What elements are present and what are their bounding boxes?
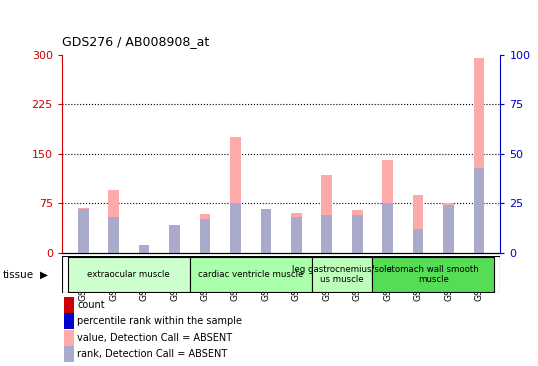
Text: stomach wall smooth
muscle: stomach wall smooth muscle (387, 265, 479, 284)
Bar (64, 346, 74, 362)
Text: count: count (77, 300, 105, 310)
Text: cardiac ventricle muscle: cardiac ventricle muscle (198, 270, 303, 279)
Bar (108, 190, 119, 253)
Bar (312, 257, 372, 292)
Bar (383, 203, 393, 253)
Bar (108, 217, 119, 253)
Bar (413, 195, 423, 253)
Bar (68, 257, 190, 292)
Bar (443, 205, 454, 253)
Bar (139, 249, 150, 253)
Bar (260, 210, 271, 253)
Bar (321, 175, 332, 253)
Bar (321, 215, 332, 253)
Text: rank, Detection Call = ABSENT: rank, Detection Call = ABSENT (77, 349, 228, 359)
Bar (443, 203, 454, 253)
Bar (78, 208, 89, 253)
Bar (473, 58, 484, 253)
Text: leg gastrocnemius/sole
us muscle: leg gastrocnemius/sole us muscle (292, 265, 392, 284)
Bar (64, 297, 74, 313)
Text: GDS276 / AB008908_at: GDS276 / AB008908_at (62, 34, 209, 48)
Bar (413, 229, 423, 253)
Bar (64, 313, 74, 329)
Bar (291, 213, 302, 253)
Bar (352, 215, 363, 253)
Text: value, Detection Call = ABSENT: value, Detection Call = ABSENT (77, 333, 232, 343)
Bar (230, 203, 241, 253)
Bar (260, 209, 271, 253)
Text: ▶: ▶ (40, 269, 48, 280)
Bar (169, 234, 180, 253)
Bar (64, 330, 74, 346)
Text: percentile rank within the sample: percentile rank within the sample (77, 316, 242, 326)
Bar (139, 244, 150, 253)
Bar (200, 214, 210, 253)
Bar (291, 217, 302, 253)
Bar (230, 137, 241, 253)
Bar (200, 219, 210, 253)
Text: extraocular muscle: extraocular muscle (88, 270, 170, 279)
Bar (78, 209, 89, 253)
Bar (190, 257, 312, 292)
Bar (352, 210, 363, 253)
Bar (473, 168, 484, 253)
Text: tissue: tissue (3, 269, 34, 280)
Bar (372, 257, 494, 292)
Bar (383, 160, 393, 253)
Bar (169, 225, 180, 253)
